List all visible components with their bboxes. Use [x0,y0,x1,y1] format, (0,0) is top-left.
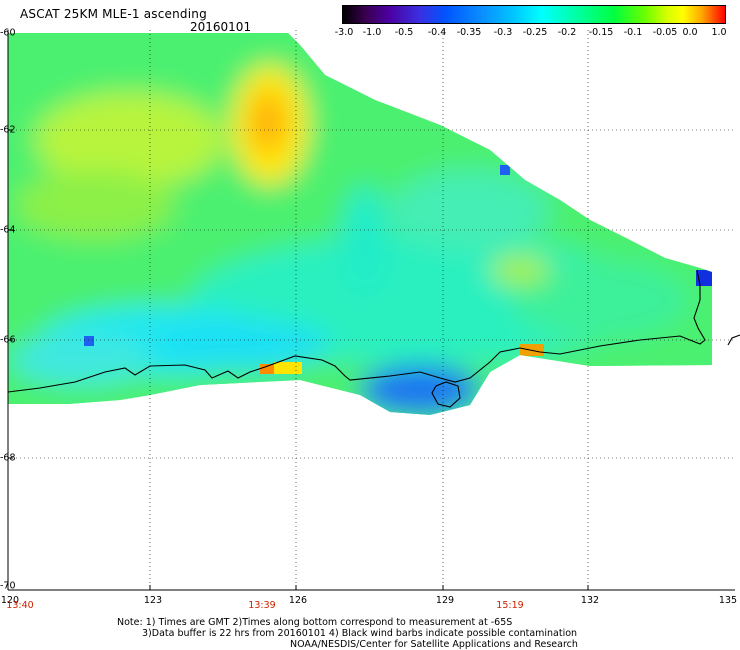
colorbar-tick: -0.3 [493,27,513,38]
note-line-1: Note: 1) Times are GMT 2)Times along bot… [117,617,513,628]
lon-label: 120 [0,595,20,606]
colorbar-tick: -0.5 [394,27,414,38]
coastline [7,269,706,393]
lat-label: -64 [0,224,16,236]
colorbar-tick: 0.0 [682,27,698,38]
lon-label: 132 [580,595,600,606]
colorbar-tick: -0.2 [557,27,577,38]
time-label: 13:40 [6,600,34,611]
map-title: ASCAT 25KM MLE-1 ascending [20,7,207,21]
lon-label: 123 [143,595,163,606]
colorbar-tick: -0.05 [652,27,678,38]
colorbar-tick: -0.4 [427,27,447,38]
lat-label: -62 [0,124,16,136]
colorbar [342,5,726,24]
colorbar-tick: -0.35 [456,27,482,38]
lat-label: -68 [0,452,16,464]
lat-label: -70 [0,580,16,592]
axis-ticks [8,129,589,590]
lon-label: 129 [435,595,455,606]
colorbar-tick: -0.1 [623,27,643,38]
graticule [8,30,735,590]
colorbar-tick: -0.25 [522,27,548,38]
note-line-2: 3)Data buffer is 22 hrs from 20160101 4)… [142,628,578,639]
map-date: 20160101 [190,20,252,34]
lon-label: 126 [288,595,308,606]
time-label: 15:19 [496,600,524,611]
colorbar-tick: 1.0 [711,27,727,38]
lat-label: -60 [0,27,16,39]
colorbar-tick: -3.0 [334,27,354,38]
lon-label: 135 [718,595,738,606]
lat-label: -66 [0,334,16,346]
colorbar-tick: -0.15 [588,27,614,38]
colorbar-tick: -1.0 [362,27,382,38]
time-label: 13:39 [248,600,276,611]
note-line-3: NOAA/NESDIS/Center for Satellite Applica… [290,639,578,650]
coastline-east [727,334,740,346]
coastline-island [431,381,461,408]
